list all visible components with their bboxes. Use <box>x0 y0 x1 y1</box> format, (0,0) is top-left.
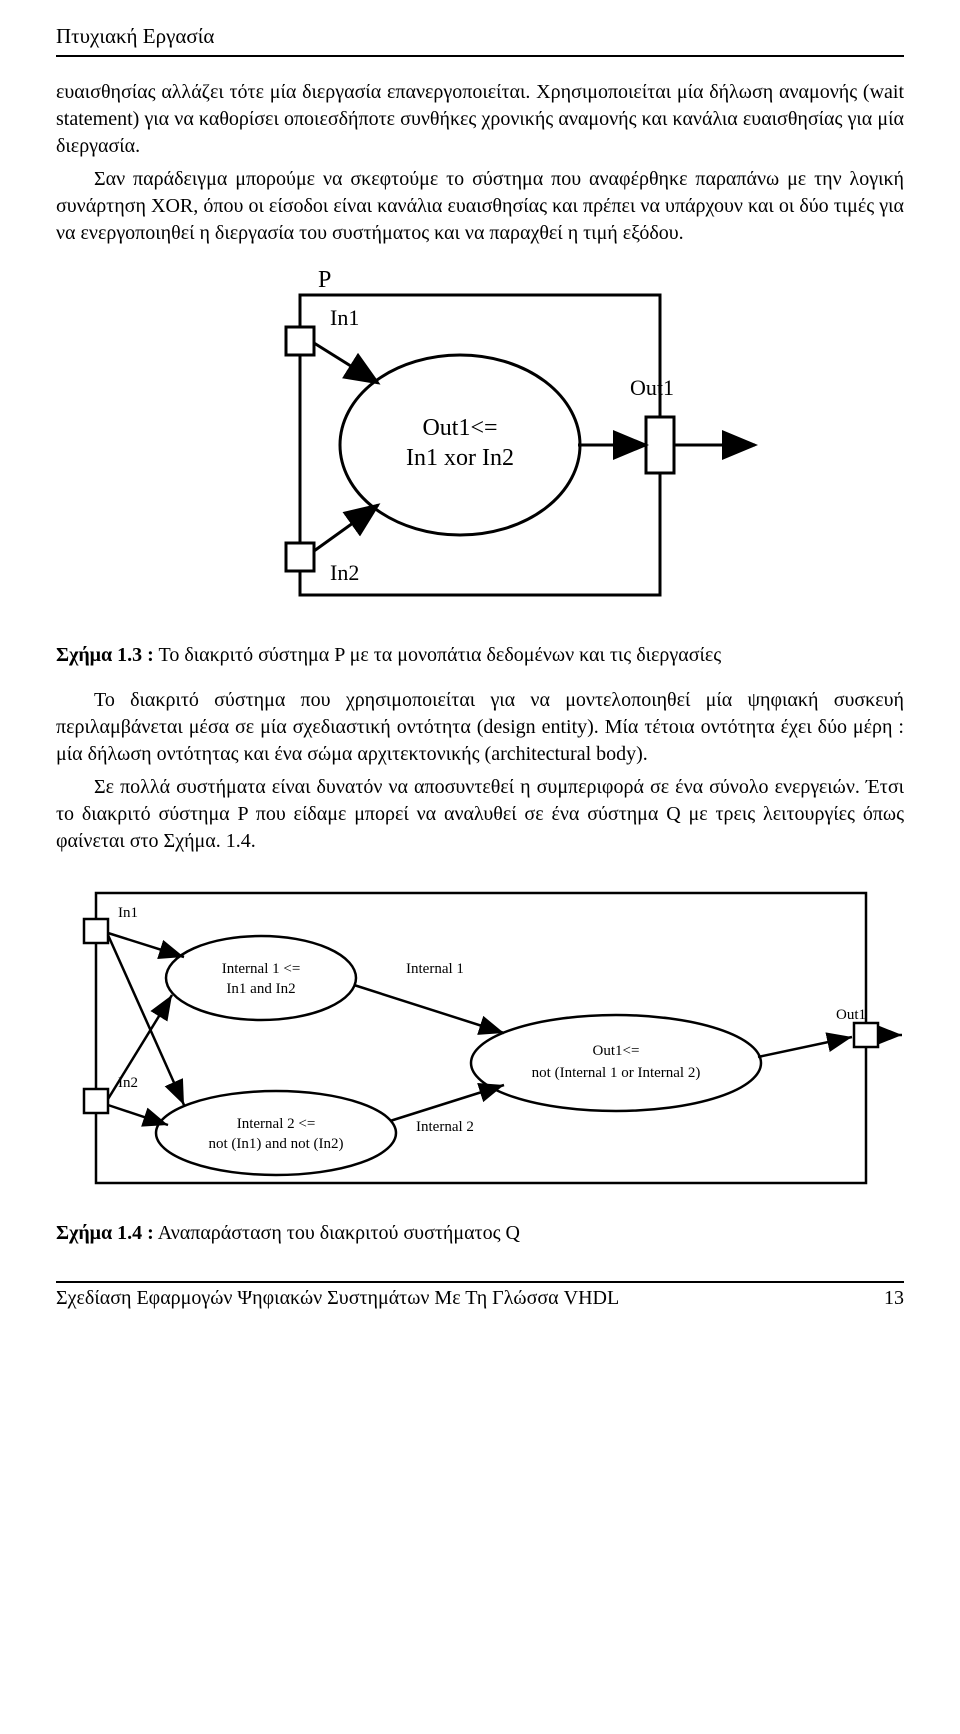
figure-2: In1 In2 Out1 Internal 1 <= In1 and In2 I… <box>56 873 904 1208</box>
caption-2-text: Αναπαράσταση του διακριτού συστήματος Q <box>154 1222 520 1244</box>
fig1-label-in2: In2 <box>330 560 359 585</box>
fig2-label-in1: In1 <box>118 905 138 921</box>
caption-1-bold: Σχήμα 1.3 : <box>56 644 154 666</box>
paragraph-2: Σαν παράδειγμα μπορούμε να σκεφτούμε το … <box>56 166 904 247</box>
footer: Σχεδίαση Εφαρμογών Ψηφιακών Συστημάτων Μ… <box>56 1281 904 1310</box>
fig2-p3-line1: Out1<= <box>593 1043 640 1059</box>
fig1-process-line1: Out1<= <box>422 415 497 441</box>
fig2-p1-line2: In1 and In2 <box>226 981 295 997</box>
fig1-process-line2: In1 xor In2 <box>406 445 514 471</box>
caption-2-bold: Σχήμα 1.4 : <box>56 1222 154 1244</box>
paragraph-3: Το διακριτό σύστημα που χρησιμοποιείται … <box>56 687 904 768</box>
paragraph-4: Σε πολλά συστήματα είναι δυνατόν να αποσ… <box>56 774 904 855</box>
fig2-p3-line2: not (Internal 1 or Internal 2) <box>532 1065 701 1081</box>
caption-1-text: Το διακριτό σύστημα P με τα μονοπάτια δε… <box>154 644 721 666</box>
fig1-label-in1: In1 <box>330 305 359 330</box>
footer-page-number: 13 <box>884 1287 904 1310</box>
paragraph-1: ευαισθησίας αλλάζει τότε μία διεργασία ε… <box>56 79 904 160</box>
fig2-p2-line1: Internal 2 <= <box>237 1116 316 1132</box>
fig2-label-internal2: Internal 2 <box>416 1119 474 1135</box>
fig2-label-internal1: Internal 1 <box>406 961 464 977</box>
fig1-label-out1: Out1 <box>630 375 674 400</box>
caption-1: Σχήμα 1.3 : Το διακριτό σύστημα P με τα … <box>56 644 904 667</box>
fig1-label-p: P <box>318 267 331 293</box>
figure-1: P Out1<= In1 xor In2 In1 In2 Out1 <box>56 265 904 630</box>
fig2-label-out1: Out1 <box>836 1007 866 1023</box>
fig2-p1-line1: Internal 1 <= <box>222 961 301 977</box>
caption-2: Σχήμα 1.4 : Αναπαράσταση του διακριτού σ… <box>56 1222 904 1245</box>
footer-left: Σχεδίαση Εφαρμογών Ψηφιακών Συστημάτων Μ… <box>56 1287 619 1310</box>
fig2-p2-line2: not (In1) and not (In2) <box>209 1136 344 1152</box>
page-header: Πτυχιακή Εργασία <box>56 24 904 57</box>
